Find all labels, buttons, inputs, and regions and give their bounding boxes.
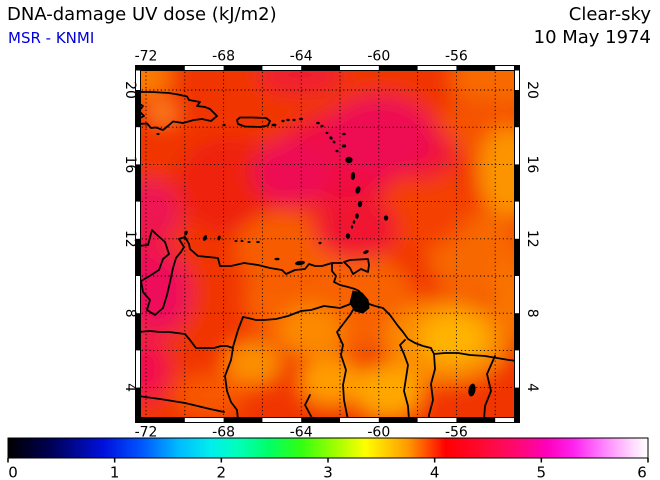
colorbar-tick-label: 5: [537, 464, 547, 480]
lon-tick-label-top: -72: [135, 49, 158, 65]
colorbar-tick-label: 3: [323, 464, 333, 480]
date-label: 10 May 1974: [533, 27, 651, 48]
colorbar: 0 1 2 3 4 5 6: [7, 437, 649, 480]
axis-labels: -72 -72 -68 -68 -64 -64 -60 -60 -56 -56 20 20 16 16 12…: [122, 49, 540, 441]
map-frame: [135, 65, 520, 423]
lat-tick-label-left: 12: [122, 230, 138, 248]
lon-tick-label-bottom: -68: [212, 425, 235, 441]
lon-tick-label-bottom: -64: [290, 425, 313, 441]
lat-tick-label-left: 8: [122, 309, 138, 318]
colorbar-tick-label: 0: [8, 464, 18, 480]
graticule: [138, 68, 517, 420]
lat-tick-label-right: 4: [524, 383, 540, 392]
colorbar-tick-label: 1: [110, 464, 120, 480]
colorbar-gradient: [7, 437, 649, 459]
sky-condition-label: Clear-sky: [568, 4, 651, 25]
lon-tick-label-bottom: -72: [135, 425, 158, 441]
lat-tick-label-right: 20: [524, 81, 540, 99]
lon-tick-label-top: -68: [212, 49, 235, 65]
lat-tick-label-right: 16: [524, 155, 540, 173]
colorbar-tick-label: 6: [637, 464, 647, 480]
lat-tick-label-right: 12: [524, 230, 540, 248]
lon-tick-label-top: -56: [445, 49, 468, 65]
colorbar-tick-label: 4: [430, 464, 440, 480]
lon-tick-label-top: -64: [290, 49, 313, 65]
data-source-label: MSR - KNMI: [8, 29, 95, 47]
lat-tick-label-left: 16: [122, 155, 138, 173]
uv-dose-field: [138, 68, 517, 420]
page-title: DNA-damage UV dose (kJ/m2): [7, 4, 277, 25]
lon-tick-label-top: -60: [367, 49, 390, 65]
lon-tick-label-bottom: -56: [445, 425, 468, 441]
lon-tick-label-bottom: -60: [367, 425, 390, 441]
lat-tick-label-right: 8: [524, 309, 540, 318]
lat-tick-label-left: 4: [122, 383, 138, 392]
colorbar-tick-label: 2: [217, 464, 227, 480]
lat-tick-label-left: 20: [122, 81, 138, 99]
coastlines: [138, 91, 517, 420]
